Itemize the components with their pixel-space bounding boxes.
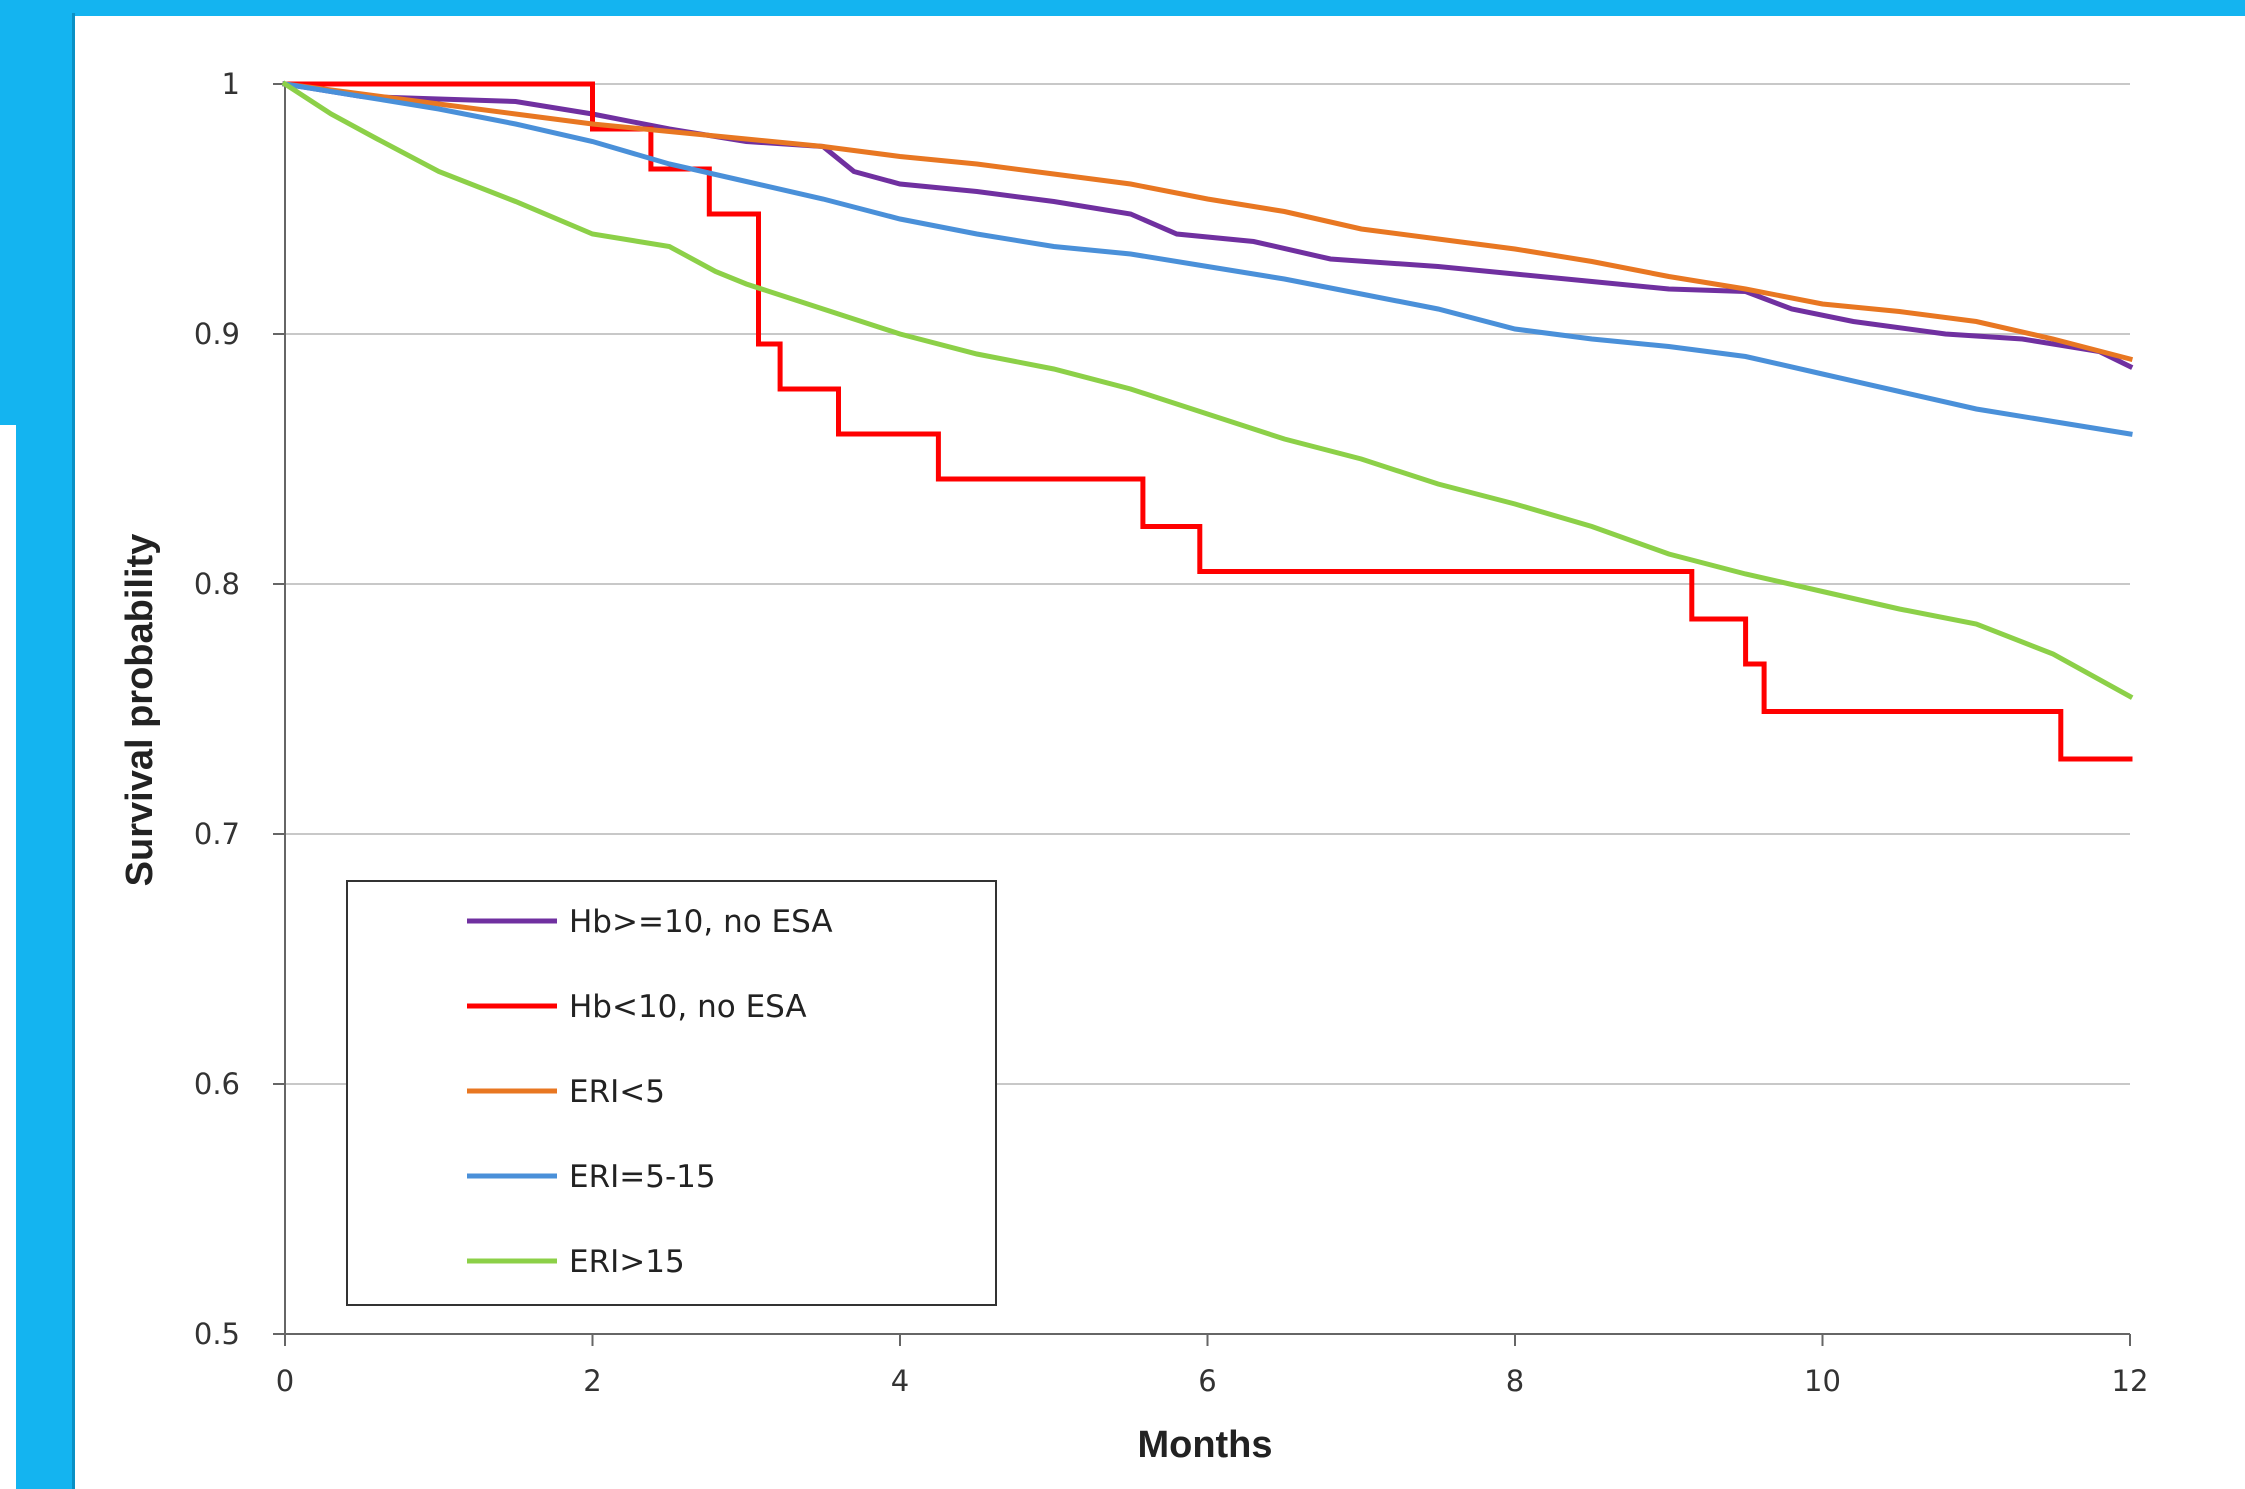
y-tick-label: 1 (222, 67, 240, 101)
legend-label: ERI=5-15 (569, 1159, 716, 1195)
x-axis-title: Months (1137, 1424, 1272, 1466)
frame-left-block (0, 0, 30, 425)
legend-label: Hb>=10, no ESA (569, 904, 833, 940)
y-tick-label: 0.7 (194, 817, 240, 851)
series-line-5 (281, 80, 2134, 700)
legend-box (346, 880, 997, 1306)
series-line-3 (282, 81, 2134, 363)
y-tick-label: 0.5 (194, 1317, 240, 1351)
x-tick-label: 4 (891, 1364, 909, 1398)
legend-label: ERI<5 (569, 1074, 665, 1110)
legend-items: Hb>=10, no ESA Hb<10, no ESA ERI<5 ERI=5-15… (467, 904, 833, 1280)
legend-label: Hb<10, no ESA (569, 989, 807, 1025)
frame-left-strip (0, 425, 16, 1489)
y-tick-label: 0.6 (194, 1067, 240, 1101)
panel-edge (72, 13, 75, 1489)
legend: Hb>=10, no ESA Hb<10, no ESA ERI<5 ERI=5-15… (346, 880, 997, 1306)
x-tick-label: 10 (1804, 1364, 1841, 1398)
x-tick-label: 12 (2112, 1364, 2149, 1398)
x-tick-label: 6 (1198, 1364, 1216, 1398)
y-axis-title: Survival probability (119, 534, 161, 887)
series-line-2 (282, 81, 2133, 762)
x-tick-label: 0 (276, 1364, 294, 1398)
y-tick-label: 0.8 (194, 567, 240, 601)
x-tick-label: 8 (1506, 1364, 1524, 1398)
x-tick-label: 2 (583, 1364, 601, 1398)
series-lines (281, 80, 2134, 762)
axes (273, 83, 2131, 1346)
legend-label: ERI>15 (569, 1244, 685, 1280)
series-line-4 (282, 81, 2133, 437)
y-tick-label: 0.9 (194, 317, 240, 351)
series-line-1 (282, 81, 2134, 370)
tick-labels: 0.50.60.70.80.910 2 4 6 8 10 12 (194, 67, 2149, 1398)
